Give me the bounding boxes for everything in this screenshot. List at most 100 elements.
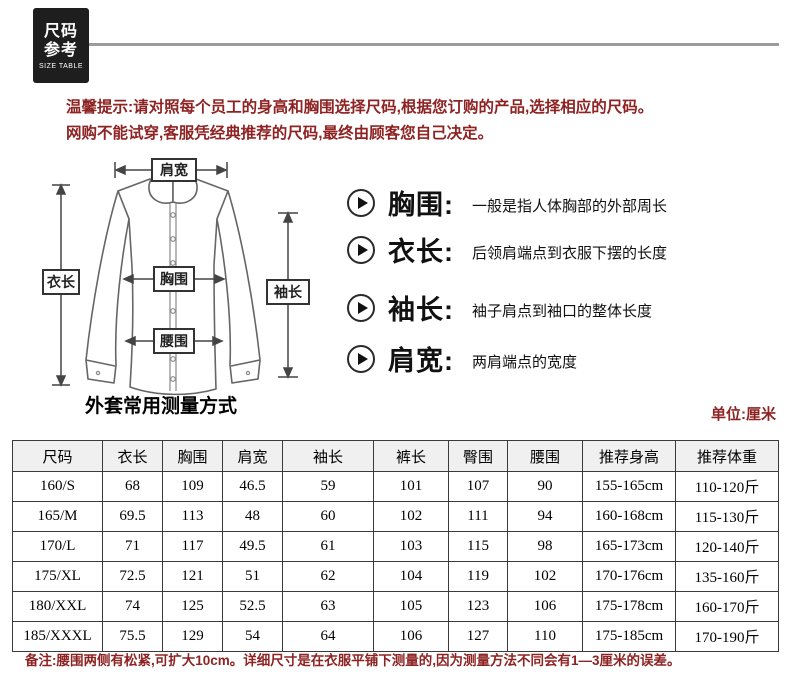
label-chest: 胸围 — [160, 271, 188, 287]
table-row: 170/L 71 117 49.5 61 103 115 98 165-173cm 120-140… — [12, 531, 779, 562]
table-cell: 175-185cm — [582, 621, 676, 652]
col-size: 尺码 — [12, 440, 103, 472]
table-cell: 135-160斤 — [675, 561, 779, 592]
play-icon — [347, 235, 375, 264]
table-cell: 110 — [507, 621, 583, 652]
table-cell: 120-140斤 — [675, 531, 779, 562]
table-cell: 160-170斤 — [675, 591, 779, 622]
definition-desc: 两肩端点的宽度 — [472, 354, 578, 371]
play-icon — [347, 188, 375, 217]
size-table-badge: 尺码 参考 SIZE TABLE — [33, 8, 89, 83]
table-cell: 125 — [162, 591, 223, 622]
table-cell: 175/XL — [12, 561, 103, 592]
table-cell: 101 — [373, 471, 449, 502]
col-waist: 腰围 — [507, 440, 583, 472]
table-row: 185/XXXL 75.5 129 54 64 106 127 110 175-185cm 170… — [12, 621, 779, 652]
play-icon — [347, 293, 375, 322]
col-pants: 裤长 — [373, 440, 449, 472]
table-cell: 106 — [507, 591, 583, 622]
diagram-caption: 外套常用测量方式 — [85, 396, 238, 417]
table-cell: 69.5 — [102, 501, 163, 532]
definition-term: 胸围: — [388, 190, 454, 220]
size-table: 尺码 衣长 胸围 肩宽 袖长 裤长 臀围 腰围 推荐身高 推荐体重 160/S 6… — [12, 440, 779, 652]
definition-shoulder: 肩宽: 两肩端点的宽度 — [347, 339, 577, 378]
table-cell: 123 — [448, 591, 508, 622]
header-divider — [89, 43, 779, 46]
table-cell: 115-130斤 — [675, 501, 779, 532]
table-cell: 90 — [507, 471, 583, 502]
table-cell: 46.5 — [222, 471, 283, 502]
measurement-definitions: 胸围: 一般是指人体胸部的外部周长 衣长: 后领肩端点到衣服下摆的长度 袖长: … — [347, 183, 777, 413]
table-header-row: 尺码 衣长 胸围 肩宽 袖长 裤长 臀围 腰围 推荐身高 推荐体重 — [12, 440, 779, 472]
label-garment-length: 衣长 — [47, 274, 76, 290]
table-cell: 102 — [507, 561, 583, 592]
table-cell: 165-173cm — [582, 531, 676, 562]
definition-term: 袖长: — [388, 295, 454, 325]
table-cell: 117 — [162, 531, 223, 562]
label-sleeve-length: 袖长 — [274, 284, 303, 300]
table-cell: 170/L — [12, 531, 103, 562]
unit-note: 单位:厘米 — [711, 406, 776, 423]
definition-desc: 后领肩端点到衣服下摆的长度 — [472, 245, 668, 262]
table-cell: 165/M — [12, 501, 103, 532]
tip-line1: 温馨提示:请对照每个员工的身高和胸围选择尺码,根据您订购的产品,选择相应的尺码。 — [66, 99, 654, 116]
table-cell: 110-120斤 — [675, 471, 779, 502]
table-cell: 59 — [282, 471, 374, 502]
definition-desc: 袖子肩点到袖口的整体长度 — [472, 303, 653, 320]
table-cell: 119 — [448, 561, 508, 592]
badge-line1: 尺码 — [43, 22, 78, 40]
table-cell: 111 — [448, 501, 508, 532]
table-cell: 51 — [222, 561, 283, 592]
table-cell: 155-165cm — [582, 471, 676, 502]
table-row: 165/M 69.5 113 48 60 102 111 94 160-168cm 115-130… — [12, 501, 779, 532]
table-cell: 63 — [282, 591, 374, 622]
play-icon — [347, 344, 375, 373]
table-cell: 52.5 — [222, 591, 283, 622]
table-cell: 71 — [102, 531, 163, 562]
table-cell: 60 — [282, 501, 374, 532]
table-cell: 180/XXL — [12, 591, 103, 622]
label-waist: 腰围 — [159, 333, 188, 349]
table-cell: 113 — [162, 501, 223, 532]
shirt-measurement-diagram: 肩宽 衣长 袖长 胸围 腰围 — [30, 155, 340, 415]
col-shoulder: 肩宽 — [222, 440, 283, 472]
table-cell: 127 — [448, 621, 508, 652]
definition-chest: 胸围: 一般是指人体胸部的外部周长 — [347, 183, 667, 222]
table-row: 175/XL 72.5 121 51 62 104 119 102 170-176cm 135-1… — [12, 561, 779, 592]
definition-sleeve: 袖长: 袖子肩点到袖口的整体长度 — [347, 288, 652, 327]
col-weight: 推荐体重 — [675, 440, 779, 472]
table-cell: 115 — [448, 531, 508, 562]
table-cell: 102 — [373, 501, 449, 532]
table-cell: 68 — [102, 471, 163, 502]
table-cell: 185/XXXL — [12, 621, 103, 652]
col-height: 推荐身高 — [582, 440, 676, 472]
table-cell: 94 — [507, 501, 583, 532]
definition-term: 肩宽: — [388, 346, 454, 376]
table-cell: 98 — [507, 531, 583, 562]
table-cell: 175-178cm — [582, 591, 676, 622]
tip-line2: 网购不能试穿,客服凭经典推荐的尺码,最终由顾客您自己决定。 — [66, 125, 494, 142]
col-length: 衣长 — [102, 440, 163, 472]
footnote: 备注:腰围两侧有松紧,可扩大10cm。详细尺寸是在衣服平铺下测量的,因为测量方法… — [25, 653, 681, 668]
table-cell: 54 — [222, 621, 283, 652]
table-cell: 75.5 — [102, 621, 163, 652]
label-shoulder-width: 肩宽 — [160, 162, 188, 178]
badge-subtitle: SIZE TABLE — [38, 62, 84, 70]
table-cell: 74 — [102, 591, 163, 622]
tip-text: 温馨提示:请对照每个员工的身高和胸围选择尺码,根据您订购的产品,选择相应的尺码。… — [66, 95, 766, 147]
table-cell: 104 — [373, 561, 449, 592]
table-cell: 49.5 — [222, 531, 283, 562]
table-cell: 61 — [282, 531, 374, 562]
table-cell: 160/S — [12, 471, 103, 502]
shirt-illustration: 肩宽 衣长 袖长 胸围 腰围 — [42, 158, 310, 396]
table-cell: 121 — [162, 561, 223, 592]
definition-length: 衣长: 后领肩端点到衣服下摆的长度 — [347, 230, 667, 269]
table-cell: 160-168cm — [582, 501, 676, 532]
definition-desc: 一般是指人体胸部的外部周长 — [472, 198, 668, 215]
table-cell: 129 — [162, 621, 223, 652]
definition-term: 衣长: — [388, 237, 454, 267]
table-cell: 48 — [222, 501, 283, 532]
table-cell: 170-190斤 — [675, 621, 779, 652]
table-cell: 109 — [162, 471, 223, 502]
